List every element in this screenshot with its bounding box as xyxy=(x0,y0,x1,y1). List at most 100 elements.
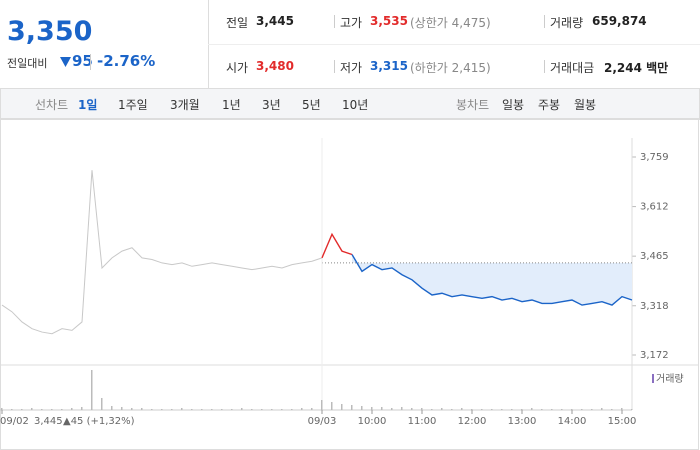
divider xyxy=(90,54,91,70)
tab[interactable]: 일봉 xyxy=(502,98,525,112)
y-tick-label: 3,172 xyxy=(640,350,669,361)
volume-bar xyxy=(281,409,283,410)
volume-bar xyxy=(151,409,153,410)
volume-bar xyxy=(201,409,203,410)
area-fill xyxy=(352,254,632,306)
tab-group-label: 봉차트 xyxy=(456,98,490,112)
volume-bar xyxy=(351,405,353,410)
stat-value: 2,244 백만 xyxy=(604,61,669,75)
volume-bar xyxy=(461,408,463,410)
volume-bar xyxy=(241,408,243,410)
volume-bar xyxy=(381,407,383,410)
price-line xyxy=(321,232,353,259)
tab[interactable]: 월봉 xyxy=(574,98,597,112)
volume-bar xyxy=(181,408,183,410)
volume-bar xyxy=(11,409,13,410)
volume-bar xyxy=(51,409,53,410)
volume-bar xyxy=(21,409,23,410)
volume-bar xyxy=(311,408,313,410)
stat-label: 고가 xyxy=(340,16,363,30)
volume-bar xyxy=(191,409,193,410)
stat-note: (하한가 2,415) xyxy=(410,61,491,75)
y-tick-label: 3,465 xyxy=(640,251,669,262)
volume-bar xyxy=(601,408,603,410)
change: 95 xyxy=(72,52,93,70)
x-tick-label: 12:00 xyxy=(458,416,487,427)
volume-bar xyxy=(531,408,533,410)
stat-label: 시가 xyxy=(226,61,249,75)
y-tick-label: 3,759 xyxy=(640,152,669,163)
volume-bar xyxy=(71,408,73,410)
x-tick-label: 15:00 xyxy=(608,416,637,427)
stat-value: 659,874 xyxy=(592,14,647,28)
price: 3,350 xyxy=(7,16,93,47)
tab[interactable]: 1일 xyxy=(78,98,98,112)
volume-bar xyxy=(141,408,143,410)
x-tick-label: 09/03 xyxy=(308,416,337,427)
x-tick-label: 10:00 xyxy=(358,416,387,427)
divider xyxy=(208,44,700,45)
stat-label: 거래대금 xyxy=(550,61,595,75)
volume-bar xyxy=(131,408,133,410)
stat-value: 3,480 xyxy=(256,59,294,73)
volume-bar xyxy=(621,408,623,410)
tab[interactable]: 10년 xyxy=(342,98,369,112)
volume-bar xyxy=(61,409,63,410)
stat-label: 전일 xyxy=(226,16,249,30)
volume-bar xyxy=(471,409,473,410)
tab[interactable]: 3개월 xyxy=(170,98,200,112)
volume-bar xyxy=(611,409,613,410)
volume-bar xyxy=(441,408,443,410)
volume-bar xyxy=(261,409,263,410)
tab[interactable]: 5년 xyxy=(302,98,321,112)
change-pct: -2.76% xyxy=(97,52,156,70)
volume-bar xyxy=(411,408,413,410)
volume-bar xyxy=(41,409,43,410)
volume-bar xyxy=(291,409,293,410)
volume-bar xyxy=(591,409,593,410)
volume-bar xyxy=(321,400,323,410)
tab[interactable]: 1년 xyxy=(222,98,241,112)
volume-bar xyxy=(211,409,213,410)
volume-bar xyxy=(161,409,163,410)
volume-bar xyxy=(541,409,543,410)
prev-close: 3,445 xyxy=(34,416,63,427)
legend-swatch xyxy=(652,374,654,383)
volume-bar xyxy=(551,409,553,410)
volume-bar xyxy=(1,408,3,410)
volume-bar xyxy=(581,409,583,410)
tab-bar: 선차트 1일 1주일 3개월 1년 3년 5년 10년 봉차트 일봉 주봉 월봉 xyxy=(0,88,700,120)
stat-note: (상한가 4,475) xyxy=(410,16,491,30)
volume-bar xyxy=(391,408,393,410)
volume-bar xyxy=(171,409,173,410)
price-line xyxy=(351,254,633,306)
y-tick-label: 3,318 xyxy=(640,301,669,312)
volume-bar xyxy=(251,409,253,410)
y-tick-label: 3,612 xyxy=(640,202,669,213)
volume-bar xyxy=(31,408,33,410)
volume-bar xyxy=(301,408,303,410)
volume-bar xyxy=(401,407,403,410)
volume-bar xyxy=(561,409,563,410)
stat-value: 3,315 xyxy=(370,59,408,73)
header: 3,350 전일대비 95 -2.76% 전일 3,445 고가 3,535 (상한가 … xyxy=(0,0,700,89)
prev-change: ▲45 (+1,32%) xyxy=(63,416,135,427)
volume-bar xyxy=(371,407,373,410)
volume-bar xyxy=(501,409,503,410)
tab[interactable]: 주봉 xyxy=(538,98,561,112)
volume-bar xyxy=(121,407,123,410)
down-icon xyxy=(60,57,71,67)
chart: 3,759 3,612 3,465 3,318 3,172 거래량 09/02 09/03 10… xyxy=(0,118,699,450)
volume-bar xyxy=(451,409,453,410)
tab[interactable]: 1주일 xyxy=(118,98,148,112)
volume-bar xyxy=(271,409,273,410)
volume-bar xyxy=(81,407,83,410)
divider xyxy=(334,15,335,28)
volume-bar xyxy=(331,402,333,410)
x-tick-label: 13:00 xyxy=(508,416,537,427)
tab[interactable]: 3년 xyxy=(262,98,281,112)
x-tick-label: 14:00 xyxy=(558,416,587,427)
volume-bar xyxy=(481,409,483,410)
tab-group-label: 선차트 xyxy=(35,98,69,112)
